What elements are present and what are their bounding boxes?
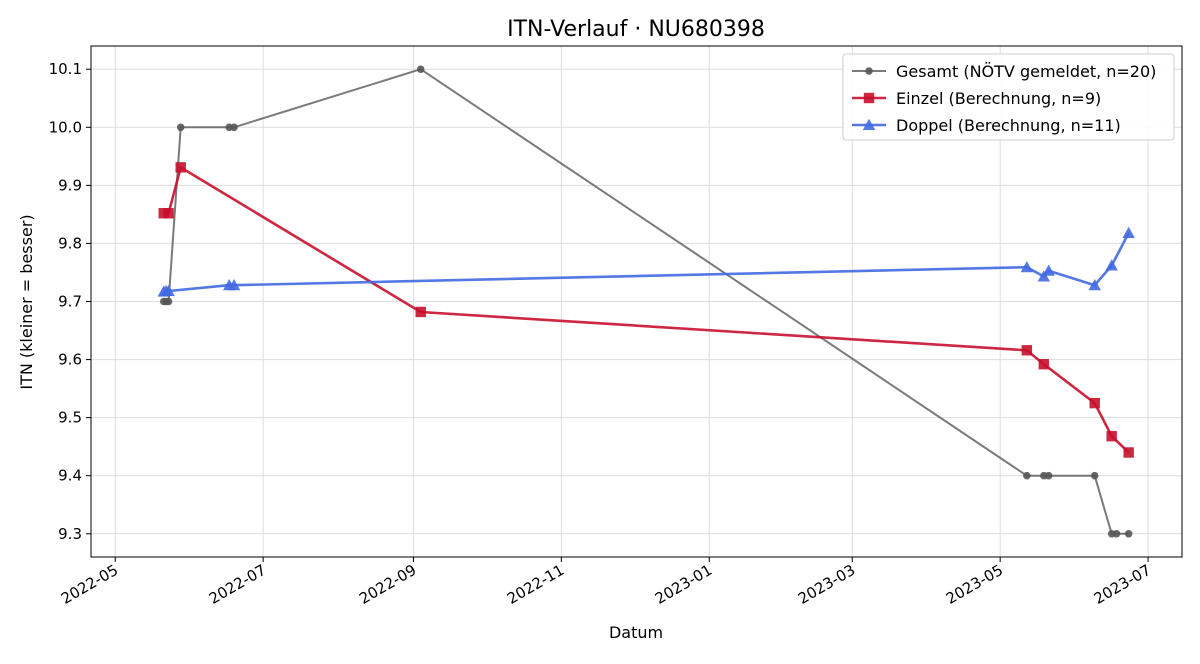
data-point bbox=[1038, 359, 1050, 370]
x-axis: 2022-05 2022-07 2022-09 2022-11 2023-01 2023-… bbox=[58, 557, 1154, 608]
x-tick-label: 2022-05 bbox=[58, 561, 121, 608]
y-tick-label: 9.9 bbox=[58, 176, 82, 194]
data-point bbox=[1021, 345, 1033, 356]
legend-item: Doppel (Berechnung, n=11) bbox=[852, 116, 1121, 135]
y-tick-label: 9.8 bbox=[58, 234, 82, 252]
data-point bbox=[1090, 471, 1099, 480]
data-point bbox=[1112, 530, 1121, 538]
series-circle bbox=[159, 65, 1133, 538]
legend-label: Doppel (Berechnung, n=11) bbox=[896, 116, 1121, 135]
data-point bbox=[1042, 264, 1055, 276]
legend-marker bbox=[865, 67, 873, 75]
x-axis-title: Datum bbox=[609, 623, 663, 642]
y-tick-label: 9.6 bbox=[58, 351, 82, 369]
y-tick-label: 9.7 bbox=[58, 293, 82, 311]
data-point bbox=[175, 162, 186, 173]
series-triangle bbox=[157, 226, 1135, 297]
y-axis: 9.3 9.4 9.5 9.6 9.7 9.8 9.9 10.0 10.1 bbox=[49, 60, 91, 543]
y-tick-label: 9.3 bbox=[58, 525, 82, 543]
data-point bbox=[1020, 261, 1034, 273]
data-point bbox=[230, 123, 238, 132]
data-point bbox=[1122, 226, 1135, 238]
data-point bbox=[1088, 279, 1101, 291]
series-layer bbox=[157, 65, 1135, 538]
data-point bbox=[1124, 530, 1133, 538]
data-point bbox=[1106, 431, 1117, 442]
data-point bbox=[415, 306, 426, 318]
x-tick-label: 2022-07 bbox=[206, 561, 269, 608]
legend-item: Einzel (Berechnung, n=9) bbox=[852, 89, 1101, 108]
y-tick-label: 9.5 bbox=[58, 409, 82, 427]
x-tick-label: 2023-01 bbox=[652, 561, 715, 608]
x-tick-label: 2023-07 bbox=[1091, 561, 1154, 608]
legend-marker bbox=[862, 118, 876, 130]
legend: Gesamt (NÖTV gemeldet, n=20) Einzel (Bere… bbox=[842, 53, 1175, 141]
data-point bbox=[416, 65, 425, 73]
y-tick-label: 10.1 bbox=[49, 60, 82, 78]
data-point bbox=[1105, 259, 1118, 271]
data-point bbox=[1123, 447, 1134, 458]
series-line bbox=[163, 68, 1129, 535]
data-point bbox=[1044, 471, 1053, 480]
legend-box bbox=[842, 53, 1175, 141]
data-point bbox=[1089, 397, 1100, 409]
x-tick-label: 2023-05 bbox=[943, 561, 1006, 608]
series-square bbox=[158, 162, 1134, 458]
legend-label: Einzel (Berechnung, n=9) bbox=[896, 89, 1101, 108]
legend-item: Gesamt (NÖTV gemeldet, n=20) bbox=[852, 62, 1156, 81]
y-axis-title: ITN (kleiner = besser) bbox=[17, 214, 36, 389]
data-point bbox=[176, 123, 185, 132]
legend-label: Gesamt (NÖTV gemeldet, n=20) bbox=[896, 62, 1156, 81]
data-point bbox=[163, 208, 174, 219]
series-line bbox=[163, 232, 1130, 293]
x-tick-label: 2022-11 bbox=[504, 561, 567, 608]
x-tick-label: 2022-09 bbox=[356, 561, 419, 608]
y-tick-label: 9.4 bbox=[58, 467, 82, 485]
data-point bbox=[162, 284, 175, 297]
data-point bbox=[227, 279, 241, 291]
x-tick-label: 2023-03 bbox=[795, 561, 858, 608]
series-line bbox=[163, 166, 1130, 454]
chart-title: ITN-Verlauf · NU680398 bbox=[507, 17, 765, 42]
data-point bbox=[1023, 471, 1031, 480]
data-point bbox=[1037, 270, 1051, 282]
legend-marker bbox=[863, 92, 875, 104]
data-point bbox=[164, 297, 173, 306]
y-tick-label: 10.0 bbox=[49, 118, 82, 136]
